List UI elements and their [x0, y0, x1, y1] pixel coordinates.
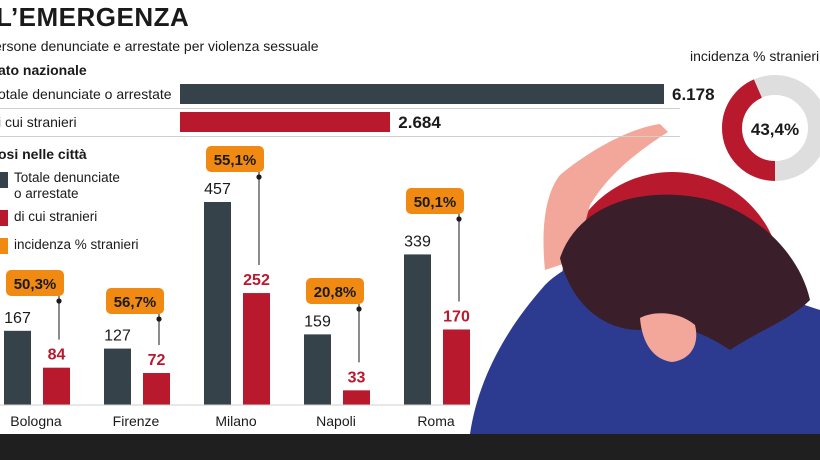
category-label-milano: Milano	[215, 413, 256, 429]
incidence-dot	[356, 306, 362, 312]
incidence-dot	[456, 216, 462, 222]
incidence-badge	[406, 188, 464, 214]
incidence-value: 50,1%	[414, 194, 457, 211]
value-label-total: 457	[204, 181, 231, 198]
national-total-value: 6.178	[672, 85, 715, 104]
divider	[0, 108, 680, 109]
page-subtitle: ersone denunciate e arrestate per violen…	[0, 38, 319, 54]
donut-chart: 43,4%	[722, 75, 820, 181]
legend-swatch-foreign	[0, 210, 8, 226]
value-label-foreign: 170	[443, 308, 470, 325]
illustration-hair	[560, 194, 810, 350]
page-title: L’EMERGENZA	[0, 2, 190, 32]
bar-foreign-milano	[243, 293, 270, 405]
incidence-badge	[106, 288, 164, 314]
illustration-face	[640, 313, 697, 362]
value-label-total: 167	[4, 310, 31, 327]
incidence-dot	[56, 298, 62, 304]
category-label-napoli: Napoli	[316, 413, 356, 429]
value-label-total: 127	[104, 328, 131, 345]
incidence-badge	[206, 146, 264, 172]
bar-foreign-bologna	[43, 367, 70, 405]
bar-foreign-napoli	[343, 390, 370, 405]
value-label-foreign: 72	[148, 352, 166, 369]
donut-label: incidenza % stranieri	[690, 48, 820, 64]
bar-total-bologna	[4, 330, 31, 405]
incidence-value: 50,3%	[14, 276, 57, 293]
value-label-foreign: 252	[243, 272, 270, 289]
legend-foreign: di cui stranieri	[14, 209, 98, 224]
category-label-roma: Roma	[417, 413, 455, 429]
national-foreign-bar	[180, 112, 391, 132]
legend-swatch-total	[0, 172, 8, 188]
bar-total-firenze	[104, 348, 131, 405]
category-label-firenze: Firenze	[113, 413, 160, 429]
donut-arc	[722, 75, 820, 181]
incidence-badge	[306, 278, 364, 304]
incidence-badge	[6, 270, 64, 296]
bar-total-milano	[204, 202, 231, 405]
bottom-band	[0, 434, 820, 460]
donut-value: 43,4%	[751, 120, 799, 139]
incidence-value: 56,7%	[114, 294, 157, 311]
incidence-dot	[256, 174, 262, 180]
incidence-value: 20,8%	[314, 284, 357, 301]
bar-total-napoli	[304, 334, 331, 405]
bar-foreign-roma	[443, 329, 470, 405]
value-label-foreign: 33	[348, 369, 366, 386]
legend-total-line1: Totale denunciate	[14, 170, 120, 185]
value-label-total: 339	[404, 233, 431, 250]
incidence-dot	[156, 316, 162, 322]
legend-incidence: incidenza % stranieri	[14, 237, 139, 252]
category-label-bologna: Bologna	[10, 413, 62, 429]
value-label-foreign: 84	[48, 347, 66, 364]
incidence-value: 55,1%	[214, 152, 257, 169]
national-total-label: otale denunciate o arrestate	[0, 86, 172, 102]
national-section-label: ato nazionale	[0, 62, 87, 78]
divider	[0, 136, 680, 137]
cities-section-label: osi nelle città	[0, 146, 87, 162]
national-foreign-label: i cui stranieri	[0, 114, 77, 130]
value-label-total: 159	[304, 313, 331, 330]
bar-total-roma	[404, 254, 431, 405]
legend-total-line2: o arrestate	[14, 186, 79, 201]
legend-swatch-incidence	[0, 238, 8, 254]
bar-foreign-firenze	[143, 373, 170, 405]
national-foreign-value: 2.684	[398, 113, 441, 132]
national-total-bar	[180, 84, 664, 104]
